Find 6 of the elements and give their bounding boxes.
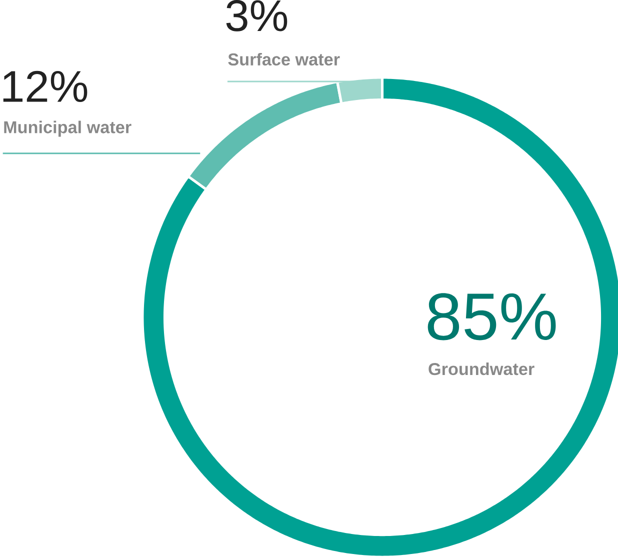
data-label: 85% [428,293,556,340]
slice-label: Surface water [228,52,340,66]
slice-label: Groundwater [428,362,534,376]
slice-label: Municipal water [4,120,132,137]
data-label: 12% [3,70,88,102]
data-label: 3% [226,0,288,32]
